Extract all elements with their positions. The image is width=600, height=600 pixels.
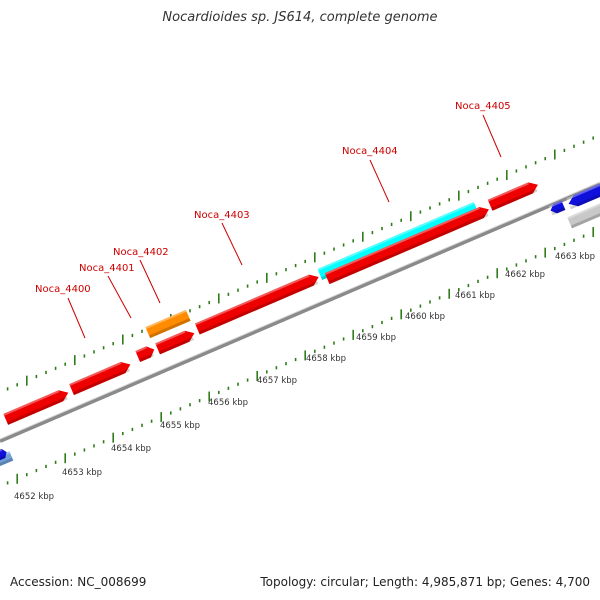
- gene-label-noca-4403[interactable]: Noca_4403: [194, 210, 250, 221]
- gene-label-noca-4401[interactable]: Noca_4401: [79, 263, 135, 274]
- accession-text: Accession: NC_008699: [10, 575, 147, 589]
- gene-label-leader-line: [369, 159, 390, 203]
- scale-label-9: 4660 kbp: [405, 312, 445, 322]
- scale-label-3: 4654 kbp: [111, 444, 151, 454]
- gene-label-leader-line: [221, 222, 243, 266]
- gene-noca-4400[interactable]: [69, 359, 133, 396]
- gene-noca-4399[interactable]: [3, 387, 70, 425]
- scale-label-10: 4661 kbp: [455, 291, 495, 301]
- inner-tick-track: [6, 227, 595, 485]
- genome-backbone: [0, 181, 600, 443]
- outer-tick-track: [6, 136, 595, 391]
- scale-label-4: 4655 kbp: [160, 421, 200, 431]
- gene-noca-4406[interactable]: [548, 200, 566, 216]
- scale-label-1: 4652 kbp: [14, 492, 54, 502]
- gene-label-leader-line: [67, 297, 86, 339]
- gene-labels: Noca_4400 Noca_4401 Noca_4402 Noca_4403 Noca…: [35, 101, 511, 339]
- gene-features[interactable]: [0, 179, 600, 467]
- scale-label-8: 4659 kbp: [356, 333, 396, 343]
- gene-noca-4402[interactable]: [145, 309, 191, 339]
- gene-label-leader-line: [107, 275, 132, 319]
- gene-label-leader-line: [482, 114, 502, 158]
- gene-noca-4401[interactable]: [135, 344, 156, 363]
- scale-label-5: 4656 kbp: [208, 398, 248, 408]
- gene-noca-4407[interactable]: [566, 182, 600, 210]
- gene-noca-4404b[interactable]: [324, 204, 492, 285]
- scale-label-6: 4657 kbp: [257, 376, 297, 386]
- map-title: Nocardioides sp. JS614, complete genome: [162, 10, 438, 25]
- gene-noca-4408[interactable]: [567, 201, 600, 229]
- scale-label-12: 4663 kbp: [555, 252, 595, 262]
- gene-noca-4402b[interactable]: [155, 328, 196, 355]
- gene-label-noca-4402[interactable]: Noca_4402: [113, 247, 169, 258]
- scale-label-7: 4658 kbp: [306, 354, 346, 364]
- gene-label-noca-4405[interactable]: Noca_4405: [455, 101, 511, 112]
- gene-noca-4403[interactable]: [194, 271, 321, 335]
- scale-label-11: 4662 kbp: [505, 270, 545, 280]
- gene-noca-4405[interactable]: [487, 179, 541, 211]
- gene-label-noca-4400[interactable]: Noca_4400: [35, 284, 91, 295]
- gene-partial-left-blue[interactable]: [0, 447, 9, 461]
- scale-labels: 4652 kbp 4653 kbp 4654 kbp 4655 kbp 4656 kbp…: [14, 252, 595, 502]
- gene-label-noca-4404[interactable]: Noca_4404: [342, 146, 398, 157]
- gene-label-leader-line: [139, 259, 161, 304]
- scale-label-2: 4653 kbp: [62, 468, 102, 478]
- genome-summary-text: Topology: circular; Length: 4,985,871 bp…: [260, 575, 590, 589]
